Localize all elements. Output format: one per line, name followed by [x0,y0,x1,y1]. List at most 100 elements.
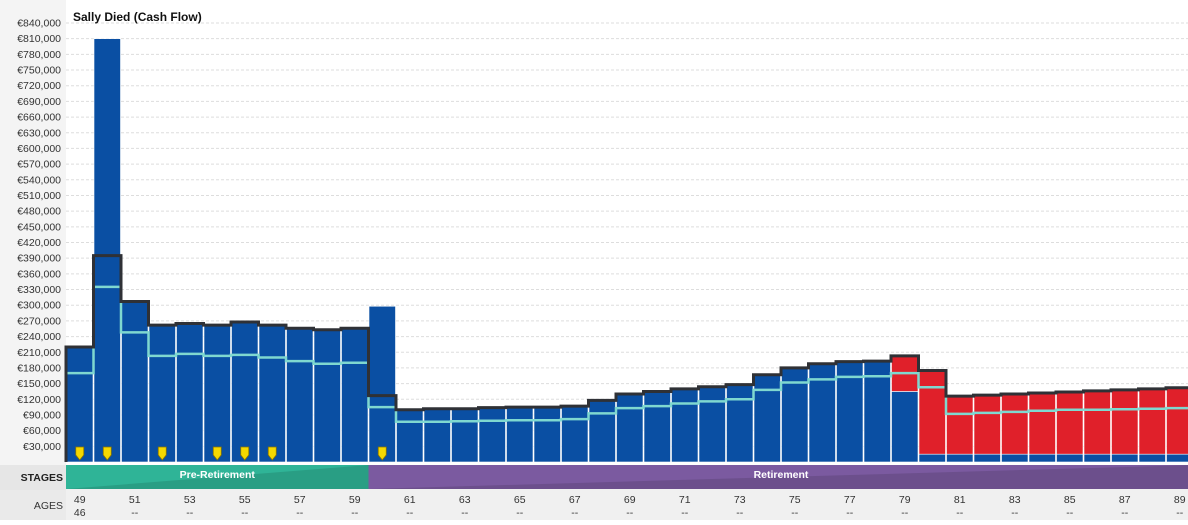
second-row-tick-label: -- [296,507,303,519]
y-tick-label: €570,000 [17,159,61,171]
income-bar [919,454,946,462]
second-row-tick-label: -- [1121,507,1128,519]
age-tick-label: 89 [1174,494,1186,506]
second-row-tick-label: -- [681,507,688,519]
income-bar [754,375,781,462]
income-bar [259,325,286,462]
y-tick-label: €600,000 [17,143,61,155]
stages-row-label: STAGES [21,472,63,484]
age-tick-label: 55 [239,494,251,506]
age-tick-label: 63 [459,494,471,506]
y-tick-label: €780,000 [17,49,61,61]
income-bar [1084,454,1111,462]
age-tick-label: 57 [294,494,306,506]
age-tick-label: 69 [624,494,636,506]
income-bar [177,324,204,462]
y-tick-label: €510,000 [17,190,61,202]
y-tick-label: €210,000 [17,347,61,359]
income-bar [1139,454,1166,462]
y-tick-label: €90,000 [23,409,61,421]
age-tick-label: 87 [1119,494,1131,506]
age-tick-label: 65 [514,494,526,506]
y-tick-label: €630,000 [17,127,61,139]
income-bar [1057,454,1084,462]
second-row-tick-label: -- [1011,507,1018,519]
age-tick-label: 61 [404,494,416,506]
income-bar [149,325,176,462]
age-tick-label: 59 [349,494,361,506]
income-bar [892,391,919,462]
y-tick-label: €330,000 [17,284,61,296]
y-tick-label: €660,000 [17,112,61,124]
y-tick-label: €480,000 [17,206,61,218]
y-tick-label: €30,000 [23,441,61,453]
income-bar [424,409,451,462]
shortfall-bar [1057,392,1084,454]
second-row-tick-label: -- [516,507,523,519]
age-tick-label: 73 [734,494,746,506]
second-row-tick-label: -- [186,507,193,519]
y-tick-label: €540,000 [17,174,61,186]
age-tick-label: 85 [1064,494,1076,506]
second-row-tick-label: -- [736,507,743,519]
income-bar [1029,454,1056,462]
income-bar [507,407,534,462]
y-tick-label: €150,000 [17,378,61,390]
y-tick-label: €270,000 [17,315,61,327]
income-bar [617,394,644,462]
income-bar [232,322,259,462]
stage-label: Retirement [754,469,809,481]
income-bar [644,391,671,462]
shortfall-bar [1139,389,1166,454]
y-tick-label: €750,000 [17,65,61,77]
y-tick-label: €180,000 [17,362,61,374]
income-bar [589,400,616,462]
second-row-tick-label: -- [241,507,248,519]
second-row-tick-label: -- [571,507,578,519]
income-bar [562,406,589,462]
y-tick-label: €450,000 [17,221,61,233]
y-tick-label: €360,000 [17,268,61,280]
income-bar [1112,454,1139,462]
stage-label: Pre-Retirement [180,469,256,481]
second-row-tick-label: -- [626,507,633,519]
income-bar [672,389,699,462]
shortfall-bar [947,396,974,454]
chart-title: Sally Died (Cash Flow) [73,10,202,24]
age-tick-label: 53 [184,494,196,506]
income-bar [727,385,754,462]
income-bar [369,306,396,462]
shortfall-bar [919,371,946,455]
shortfall-bar [1084,391,1111,454]
second-row-tick-label: -- [791,507,798,519]
y-tick-label: €690,000 [17,96,61,108]
age-tick-label: 77 [844,494,856,506]
shortfall-bar [1167,388,1188,454]
second-row-tick-label: -- [956,507,963,519]
age-tick-label: 71 [679,494,691,506]
y-tick-label: €390,000 [17,253,61,265]
shortfall-bar [1002,394,1029,454]
age-tick-label: 83 [1009,494,1021,506]
income-bar [94,39,121,462]
shortfall-bar [1029,393,1056,454]
income-bar [699,387,726,462]
income-bar [1002,454,1029,462]
second-row-tick-label: -- [351,507,358,519]
shortfall-bar [1112,390,1139,454]
income-bar [342,328,369,462]
age-tick-label: 81 [954,494,966,506]
age-tick-label: 79 [899,494,911,506]
ages-row-label: AGES [34,500,63,512]
shortfall-bar [974,395,1001,454]
bars [67,39,1188,462]
income-bar [1167,454,1188,462]
income-bar [314,330,341,462]
age-tick-label: 67 [569,494,581,506]
age-tick-label: 51 [129,494,141,506]
y-tick-label: €720,000 [17,80,61,92]
income-bar [204,325,231,462]
income-bar [974,454,1001,462]
